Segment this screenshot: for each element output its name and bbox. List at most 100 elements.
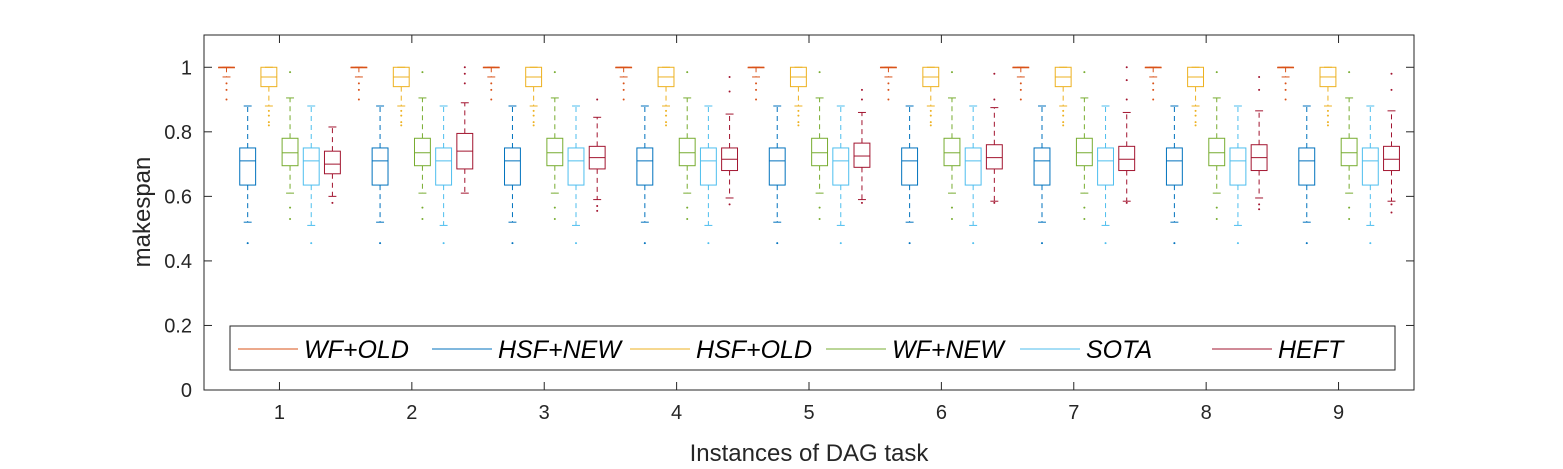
box-sota-6 <box>964 105 982 245</box>
box-wf-old-1 <box>218 66 235 101</box>
outlier-point <box>1194 124 1197 127</box>
outlier-point <box>357 98 360 101</box>
outlier-point <box>887 82 890 85</box>
boxes-layer <box>218 66 1400 245</box>
outlier-point <box>776 242 779 245</box>
box-body <box>1229 147 1247 186</box>
box-heft-5 <box>853 88 871 204</box>
outlier-point <box>993 72 996 75</box>
legend-label: HEFT <box>1278 336 1345 364</box>
x-axis-label: Instances of DAG task <box>690 440 930 467</box>
outlier-point <box>1062 121 1065 124</box>
box-body <box>678 137 696 167</box>
outlier-point <box>860 88 863 91</box>
outlier-point <box>463 72 466 75</box>
box-hsf-old-6 <box>922 66 940 127</box>
outlier-point <box>993 201 996 204</box>
outlier-point <box>1194 109 1197 112</box>
outlier-point <box>1258 208 1261 211</box>
outlier-point <box>755 98 758 101</box>
outlier-point <box>818 217 821 220</box>
outlier-point <box>1125 98 1128 101</box>
box-hsf-new-6 <box>901 105 919 245</box>
box-sota-1 <box>302 105 320 245</box>
outlier-point <box>1390 72 1393 75</box>
outlier-point <box>379 242 382 245</box>
outlier-point <box>1083 206 1086 209</box>
box-wf-new-7 <box>1075 71 1093 220</box>
box-wf-new-3 <box>546 71 564 220</box>
outlier-point <box>622 82 625 85</box>
outlier-point <box>1326 109 1329 112</box>
x-tick-label: 2 <box>406 402 417 424</box>
box-hsf-old-5 <box>789 66 807 127</box>
outlier-point <box>490 82 493 85</box>
outlier-point <box>797 121 800 124</box>
outlier-point <box>1125 201 1128 204</box>
box-hsf-old-3 <box>525 66 543 127</box>
outlier-point <box>929 124 932 127</box>
outlier-point <box>797 109 800 112</box>
outlier-point <box>1194 121 1197 124</box>
outlier-point <box>1258 75 1261 78</box>
outlier-point <box>972 242 975 245</box>
box-wf-new-6 <box>943 71 961 220</box>
box-hsf-old-2 <box>392 66 410 127</box>
outlier-point <box>665 109 668 112</box>
outlier-point <box>490 98 493 101</box>
box-body <box>1383 145 1400 172</box>
y-tick-label: 0.8 <box>164 122 192 144</box>
y-tick-label: 0.4 <box>164 251 192 273</box>
outlier-point <box>463 66 466 69</box>
outlier-point <box>267 109 270 112</box>
box-body <box>964 147 982 186</box>
x-tick-label: 1 <box>274 402 285 424</box>
outlier-point <box>797 114 800 117</box>
box-body <box>1361 147 1379 186</box>
outlier-point <box>289 206 292 209</box>
outlier-point <box>1152 98 1155 101</box>
outlier-point <box>908 242 911 245</box>
box-wf-old-7 <box>1012 66 1030 101</box>
outlier-point <box>755 82 758 85</box>
box-heft-6 <box>985 72 1003 204</box>
box-hsf-new-5 <box>768 105 786 245</box>
box-hsf-new-3 <box>504 105 521 245</box>
x-tick-label: 5 <box>803 402 814 424</box>
box-wf-old-8 <box>1144 66 1162 101</box>
box-sota-4 <box>699 105 717 245</box>
outlier-point <box>1284 88 1287 91</box>
outlier-point <box>421 217 424 220</box>
outlier-point <box>686 217 689 220</box>
legend-label: SOTA <box>1086 336 1152 364</box>
legend-label: WF+OLD <box>304 336 409 364</box>
box-hsf-old-7 <box>1054 66 1072 127</box>
outlier-point <box>929 109 932 112</box>
box-body <box>1165 147 1183 186</box>
outlier-point <box>225 88 228 91</box>
box-sota-9 <box>1361 105 1379 245</box>
outlier-point <box>860 201 863 204</box>
outlier-point <box>1040 242 1043 245</box>
outlier-point <box>400 124 403 127</box>
outlier-point <box>1194 114 1197 117</box>
x-tick-label: 9 <box>1333 402 1344 424</box>
outlier-point <box>1152 82 1155 85</box>
outlier-point <box>707 242 710 245</box>
box-body <box>413 137 431 167</box>
outlier-point <box>532 114 535 117</box>
outlier-point <box>357 88 360 91</box>
box-heft-7 <box>1118 66 1136 204</box>
outlier-point <box>1125 79 1128 82</box>
outlier-point <box>1369 242 1372 245</box>
outlier-point <box>1390 203 1393 206</box>
box-hsf-old-9 <box>1319 66 1337 127</box>
box-body <box>853 142 871 168</box>
outlier-point <box>289 217 292 220</box>
outlier-point <box>553 217 556 220</box>
outlier-point <box>665 121 668 124</box>
box-sota-7 <box>1097 105 1114 245</box>
x-axis: 1 2 3 4 5 6 7 8 9 <box>274 35 1344 424</box>
box-body <box>1097 147 1114 186</box>
